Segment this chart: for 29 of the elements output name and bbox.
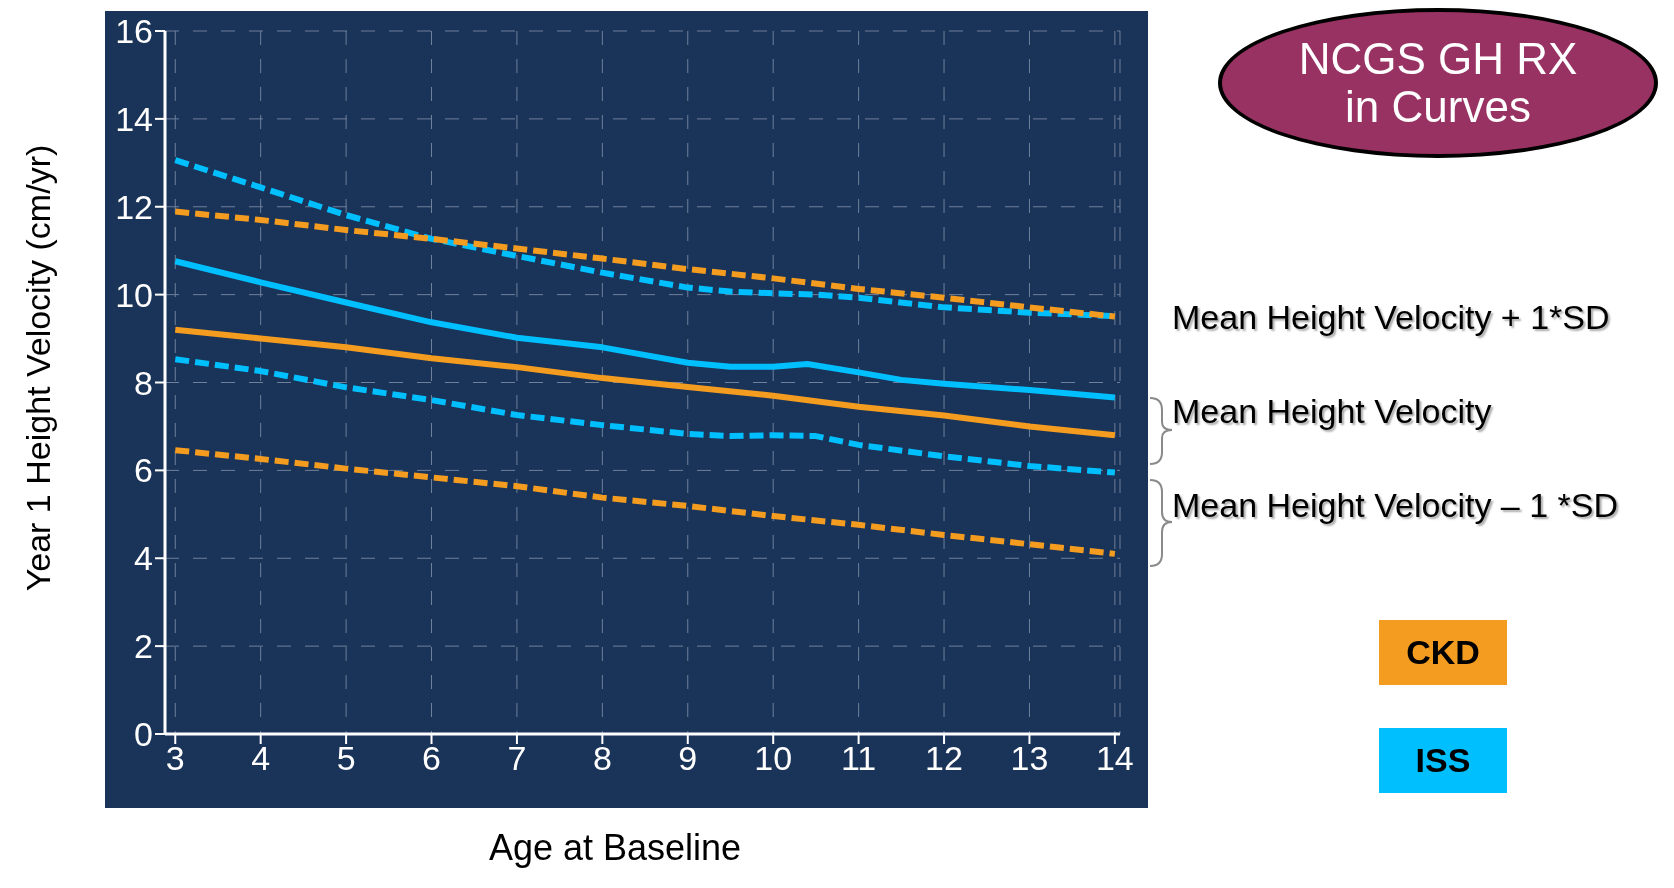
- ellipse-badge: NCGS GH RX in Curves: [1218, 8, 1658, 158]
- text: ISS: [1379, 728, 1507, 793]
- y-tick-label: 12: [115, 187, 153, 226]
- x-tick-label: 9: [678, 739, 698, 778]
- text: Mean Height Velocity: [1172, 392, 1492, 431]
- text: Mean Height Velocity – 1 *SD: [1172, 486, 1619, 525]
- x-tick-label: 5: [336, 739, 356, 778]
- x-tick-label: 3: [165, 739, 185, 778]
- x-tick-label: 14: [1095, 739, 1134, 778]
- y-tick-label: 2: [134, 627, 153, 666]
- y-tick-label: 14: [115, 99, 153, 138]
- y-axis-title: Year 1 Height Velocity (cm/yr): [18, 144, 58, 592]
- x-tick-label: 4: [251, 739, 271, 778]
- y-tick-label: 8: [134, 363, 153, 402]
- y-tick-label: 4: [134, 539, 153, 578]
- text: Mean Height Velocity + 1*SD: [1172, 298, 1610, 337]
- x-tick-label: 6: [422, 739, 441, 778]
- x-tick-label: 7: [507, 739, 527, 778]
- x-tick-label: 8: [592, 739, 612, 778]
- x-tick-label: 13: [1010, 739, 1049, 778]
- y-tick-label: 10: [115, 275, 153, 314]
- x-tick-label: 10: [754, 739, 793, 778]
- x-tick-label: 12: [925, 739, 963, 778]
- x-tick-label: 11: [840, 739, 877, 778]
- y-tick-label: 16: [115, 12, 153, 51]
- y-tick-label: 6: [134, 451, 153, 490]
- x-axis-title: Age at Baseline: [488, 827, 742, 869]
- y-tick-label: 0: [134, 715, 153, 754]
- text: CKD: [1379, 620, 1507, 685]
